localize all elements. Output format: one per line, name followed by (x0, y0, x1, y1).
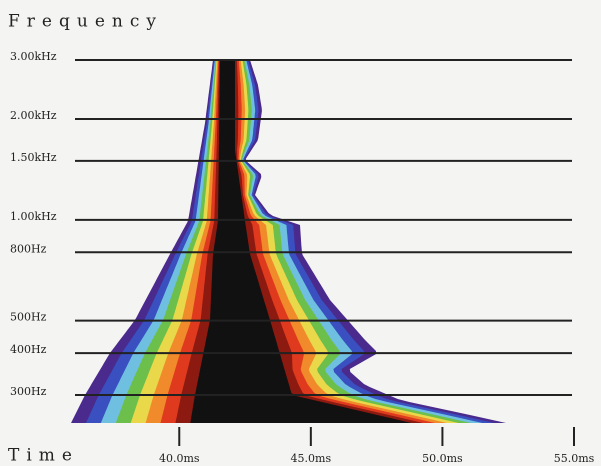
chart: Frequency Time 3.00kHz 2.00kHz 1.50kHz 1.00… (0, 0, 601, 466)
y-tick-label: 2.00kHz (10, 109, 57, 122)
y-tick-label: 1.00kHz (10, 210, 57, 223)
y-tick-label: 800Hz (10, 242, 47, 255)
y-tick-label: 400Hz (10, 343, 47, 356)
x-axis-title: Time (8, 446, 79, 466)
y-tick-label: 1.50kHz (10, 151, 57, 164)
x-tick-label: 50.0ms (422, 452, 463, 465)
y-tick-label: 300Hz (10, 385, 47, 398)
y-axis-title: Frequency (8, 12, 163, 32)
y-tick-label: 3.00kHz (10, 50, 57, 63)
x-tick-label: 45.0ms (291, 452, 332, 465)
y-tick-label: 500Hz (10, 311, 47, 324)
x-tick-label: 40.0ms (159, 452, 200, 465)
x-tick-label: 55.0ms (554, 452, 595, 465)
